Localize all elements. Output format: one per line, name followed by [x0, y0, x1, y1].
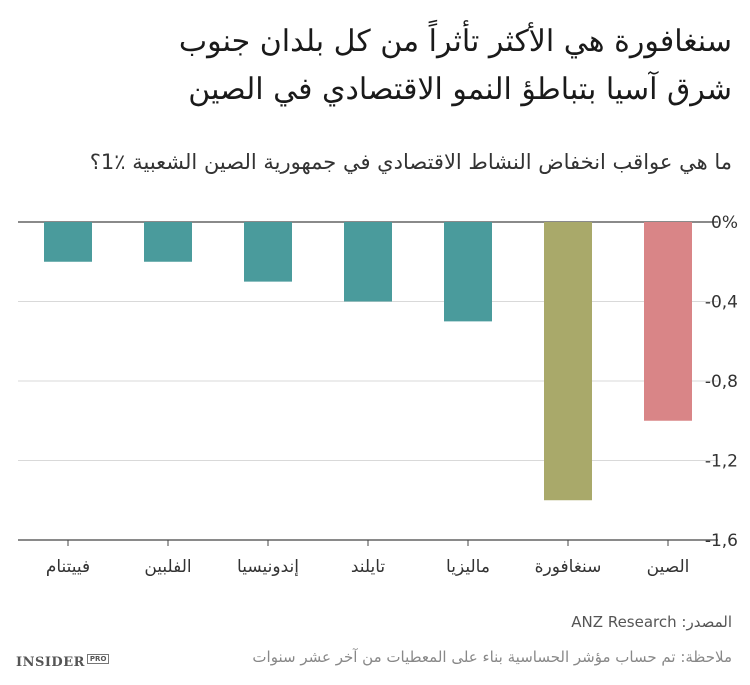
bar — [344, 222, 392, 302]
y-tick-label: -0,8 — [705, 372, 738, 392]
chart-title: سنغافورة هي الأكثر تأثراً من كل بلدان جن… — [32, 18, 732, 114]
logo-text: INSIDER — [16, 655, 85, 670]
bar — [444, 222, 492, 322]
y-tick-label: -0,4 — [705, 293, 738, 313]
bar — [544, 222, 592, 501]
chart-subtitle: ما هي عواقب انخفاض النشاط الاقتصادي في ج… — [89, 150, 732, 174]
bar — [644, 222, 692, 421]
chart-title-line-1: سنغافورة هي الأكثر تأثراً من كل بلدان جن… — [178, 24, 732, 59]
y-tick-label: 0% — [711, 213, 738, 233]
x-tick-label: تايلند — [351, 557, 386, 577]
chart-title-line-2: شرق آسيا بتباطؤ النمو الاقتصادي في الصين — [188, 72, 732, 107]
x-tick-label: ماليزيا — [446, 557, 490, 577]
bar — [244, 222, 292, 282]
bar — [44, 222, 92, 262]
insider-pro-logo: INSIDER PRO — [16, 654, 110, 670]
x-tick-label: إندونيسيا — [237, 557, 299, 577]
logo-badge: PRO — [86, 654, 110, 664]
x-tick-label: الفلبين — [144, 557, 191, 577]
y-tick-label: -1,6 — [705, 531, 738, 551]
x-tick-label: فييتنام — [46, 557, 90, 577]
x-tick-label: سنغافورة — [535, 557, 602, 577]
source-note: المصدر: ANZ Research — [571, 613, 732, 631]
bar — [144, 222, 192, 262]
y-tick-label: -1,2 — [705, 452, 738, 472]
bar-chart: 0% -0,4 -0,8 -1,2 -1,6 فييتنام الفلبين إندونيسي… — [18, 213, 738, 577]
x-tick-label: الصين — [647, 557, 690, 577]
methodology-note: ملاحظة: تم حساب مؤشر الحساسية بناء على ا… — [252, 648, 732, 666]
